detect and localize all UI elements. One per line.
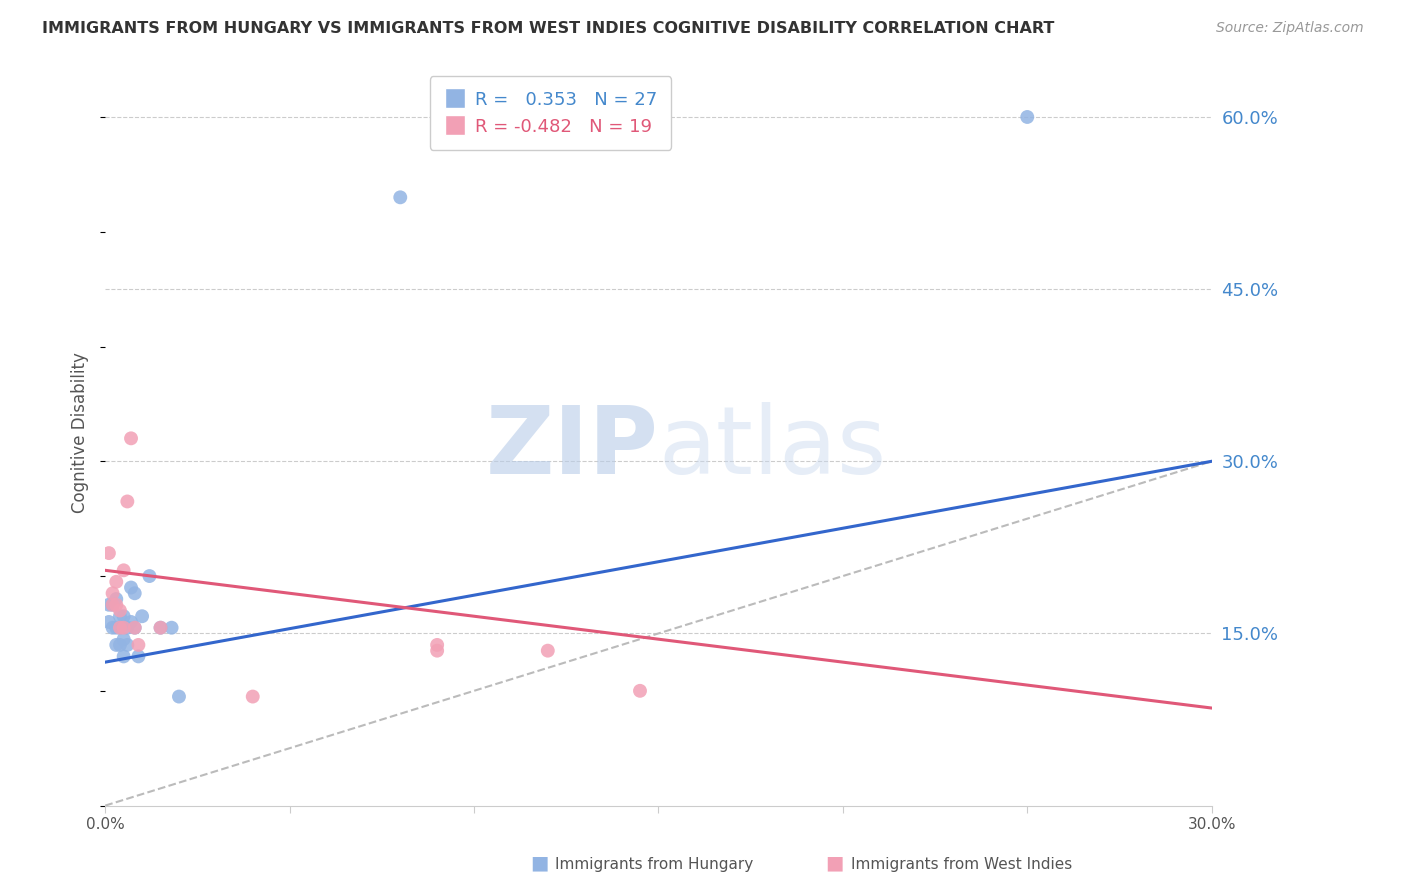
Point (112, 621, 135, 635)
Point (160, 621, 183, 635)
Point (105, 638, 128, 652)
Point (149, 621, 172, 635)
Point (97, 615, 120, 629)
Point (124, 621, 146, 635)
Point (127, 638, 149, 652)
Point (167, 690, 190, 704)
Point (108, 603, 131, 617)
Text: atlas: atlas (658, 401, 887, 493)
Point (127, 649, 149, 664)
Point (537, 643, 560, 657)
Point (1017, 110, 1039, 124)
Point (97, 598, 120, 612)
Point (108, 621, 131, 635)
Point (105, 592, 128, 607)
Legend: R =   0.353   N = 27, R = -0.482   N = 19: R = 0.353 N = 27, R = -0.482 N = 19 (430, 76, 672, 150)
Point (101, 598, 124, 612)
Point (149, 621, 172, 635)
Point (108, 638, 131, 652)
Y-axis label: Cognitive Disability: Cognitive Disability (72, 352, 89, 513)
Text: Immigrants from West Indies: Immigrants from West Indies (851, 857, 1071, 872)
Point (112, 649, 135, 664)
Point (131, 609, 153, 624)
Point (105, 598, 128, 612)
Point (101, 586, 124, 600)
Point (101, 621, 124, 635)
Point (124, 586, 146, 600)
Text: ■: ■ (530, 854, 548, 872)
Point (426, 638, 449, 652)
Point (124, 621, 146, 635)
Point (112, 609, 135, 624)
Text: Immigrants from Hungary: Immigrants from Hungary (555, 857, 754, 872)
Point (120, 581, 142, 595)
Point (120, 615, 142, 629)
Point (105, 574, 128, 589)
Point (112, 563, 135, 577)
Point (138, 569, 160, 583)
Point (117, 494, 139, 508)
Point (105, 621, 128, 635)
Text: ■: ■ (825, 854, 844, 872)
Point (108, 609, 131, 624)
Point (117, 638, 139, 652)
Point (120, 431, 142, 445)
Point (108, 621, 131, 635)
Point (426, 643, 449, 657)
Text: ZIP: ZIP (485, 401, 658, 493)
Point (242, 690, 264, 704)
Point (101, 598, 124, 612)
Point (389, 190, 412, 204)
Point (628, 683, 651, 698)
Text: IMMIGRANTS FROM HUNGARY VS IMMIGRANTS FROM WEST INDIES COGNITIVE DISABILITY CORR: IMMIGRANTS FROM HUNGARY VS IMMIGRANTS FR… (42, 21, 1054, 36)
Point (97, 546, 120, 560)
Text: Source: ZipAtlas.com: Source: ZipAtlas.com (1216, 21, 1364, 35)
Point (117, 621, 139, 635)
Point (112, 632, 135, 647)
